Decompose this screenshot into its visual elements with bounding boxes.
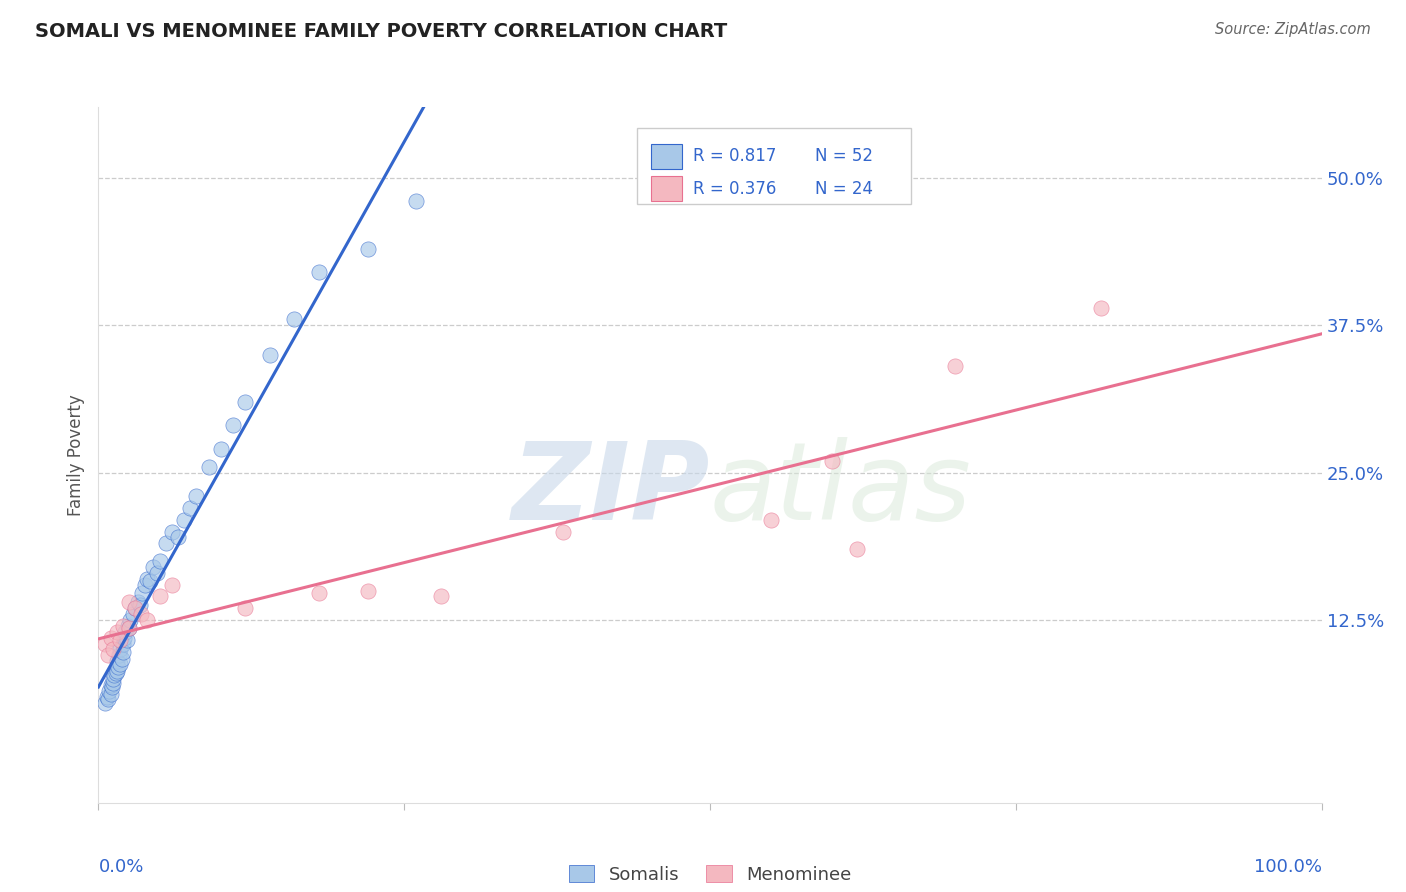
Text: 0.0%: 0.0% [98,858,143,877]
Point [110,642,132,657]
Point [259,348,281,362]
Point [101,642,124,657]
Point [308,265,330,279]
Point [101,672,124,686]
Point [104,666,127,681]
Point [209,442,232,456]
Point [943,359,966,374]
Point [167,531,190,545]
Point [120,613,142,627]
Point [131,586,153,600]
Point [553,524,575,539]
Point [103,668,125,682]
Point [155,536,177,550]
Point [111,637,134,651]
Point [430,590,453,604]
Point [845,542,868,557]
Point [118,621,141,635]
Point [105,664,128,678]
Point [124,601,146,615]
Text: N = 52: N = 52 [815,147,873,165]
Point [761,513,783,527]
Point [107,660,129,674]
Point [149,590,172,604]
Point [111,652,134,666]
Point [118,621,141,635]
Text: Source: ZipAtlas.com: Source: ZipAtlas.com [1215,22,1371,37]
Point [129,598,152,612]
Point [356,583,378,598]
Point [98,683,121,698]
Point [96,690,118,704]
Point [93,637,115,651]
Point [405,194,427,209]
Point [93,696,115,710]
Point [112,631,135,645]
Point [105,624,128,639]
Point [101,680,124,694]
Point [108,648,131,663]
Point [117,619,139,633]
Point [97,648,120,663]
Legend: Somalis, Menominee: Somalis, Menominee [561,858,859,891]
Point [134,577,156,591]
Point [186,489,208,503]
Point [160,524,183,539]
Point [179,500,201,515]
Point [139,574,162,588]
Point [233,601,256,615]
Point [121,607,143,621]
Point [308,586,330,600]
Point [124,601,146,615]
Point [114,624,136,639]
Point [160,577,183,591]
Point [100,631,122,645]
Point [101,675,124,690]
Point [129,607,152,621]
Point [197,459,219,474]
Point [136,613,159,627]
Point [110,657,132,671]
Text: N = 24: N = 24 [815,179,873,197]
Point [115,633,138,648]
Point [356,242,378,256]
Point [136,572,159,586]
Point [105,654,128,668]
Point [127,595,149,609]
Text: R = 0.817: R = 0.817 [693,147,776,165]
Point [100,678,122,692]
Point [821,454,844,468]
Text: SOMALI VS MENOMINEE FAMILY POVERTY CORRELATION CHART: SOMALI VS MENOMINEE FAMILY POVERTY CORRE… [35,22,727,41]
Point [283,312,305,326]
Point [1090,301,1112,315]
Point [110,633,132,648]
Point [111,619,134,633]
Point [142,560,165,574]
Text: 100.0%: 100.0% [1254,858,1322,877]
Point [97,692,120,706]
Point [222,418,245,433]
Point [173,513,195,527]
Point [100,687,122,701]
Point [233,395,256,409]
Point [146,566,169,580]
Y-axis label: Family Poverty: Family Poverty [67,394,86,516]
Point [118,595,141,609]
Point [149,554,172,568]
Text: ZIP: ZIP [512,437,710,542]
Point [111,645,134,659]
Text: atlas: atlas [710,437,972,542]
Text: R = 0.376: R = 0.376 [693,179,776,197]
